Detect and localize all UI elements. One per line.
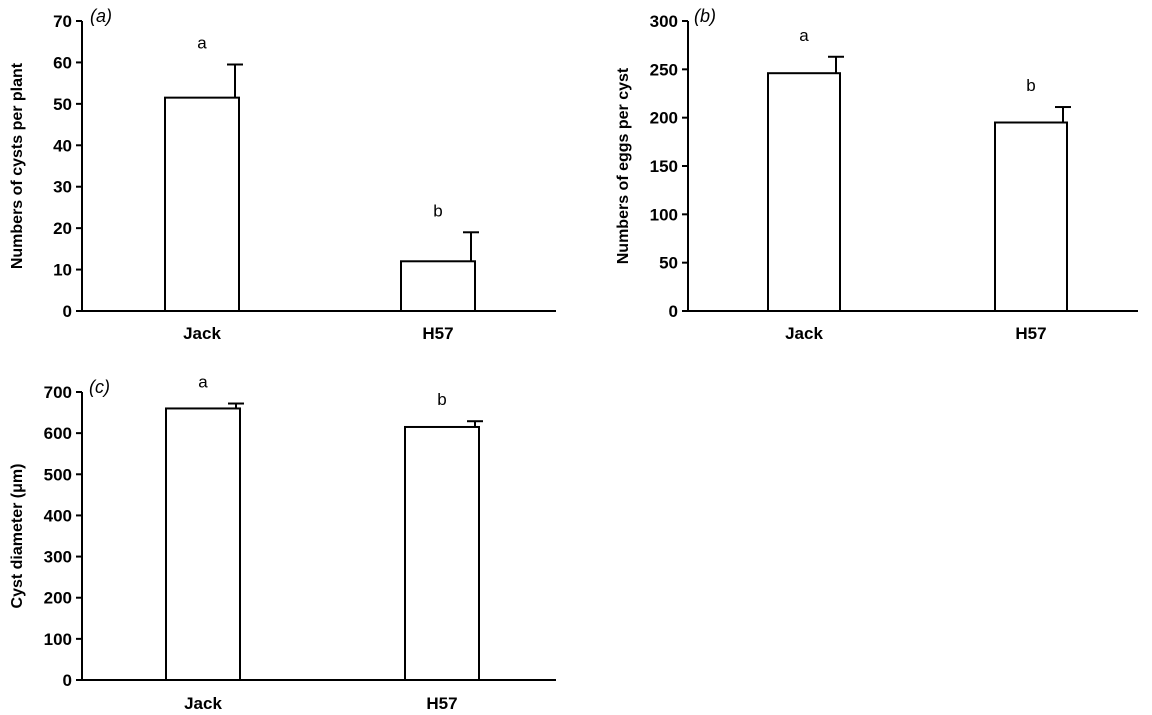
chart-b-svg: 0 50 100 150 200 250 300 Numbers of eggs per cy… — [615, 6, 1138, 343]
y-tick-label: 100 — [650, 205, 678, 224]
y-tick-label: 200 — [44, 589, 72, 608]
bar-h57 — [994, 121, 1068, 312]
y-tick-label: 700 — [44, 383, 72, 402]
x-tick-label: H57 — [422, 324, 453, 343]
y-tick-label: 70 — [53, 12, 72, 31]
x-tick-label: Jack — [785, 324, 823, 343]
y-tick-label: 300 — [650, 12, 678, 31]
panel-label: (a) — [90, 6, 112, 26]
y-axis-label: Numbers of eggs per cyst — [615, 67, 632, 264]
y-tick-label: 250 — [650, 60, 678, 79]
significance-letter: b — [433, 201, 442, 220]
panel-label: (b) — [694, 6, 716, 26]
y-tick-label: 100 — [44, 630, 72, 649]
x-tick-label: H57 — [426, 694, 457, 713]
y-tick-label: 0 — [669, 302, 678, 321]
y-tick-label: 300 — [44, 548, 72, 567]
y-tick-label: 600 — [44, 424, 72, 443]
significance-letter: a — [198, 373, 208, 392]
x-tick-label: Jack — [184, 694, 222, 713]
y-tick-label: 500 — [44, 465, 72, 484]
x-tick-label: Jack — [183, 324, 221, 343]
chart-panel-a: 0 10 20 30 40 50 60 70 Numbers of cysts per plan… — [0, 0, 576, 350]
bar-jack — [165, 407, 241, 681]
chart-c-svg: 0 100 200 300 400 500 600 700 Cyst diameter (μm)… — [9, 373, 556, 713]
significance-letter: b — [437, 390, 446, 409]
chart-panel-b: 0 50 100 150 200 250 300 Numbers of eggs per cy… — [576, 0, 1152, 350]
y-axis-label: Numbers of cysts per plant — [9, 62, 26, 269]
y-axis-label: Cyst diameter (μm) — [9, 464, 26, 609]
bar-h57 — [404, 425, 480, 681]
y-tick-label: 20 — [53, 219, 72, 238]
bar-jack — [767, 72, 841, 312]
y-tick-label: 60 — [53, 53, 72, 72]
y-tick-label: 40 — [53, 136, 72, 155]
chart-panel-c: 0 100 200 300 400 500 600 700 Cyst diameter (μm)… — [0, 360, 576, 715]
y-tick-label: 10 — [53, 261, 72, 280]
y-tick-label: 150 — [650, 157, 678, 176]
y-tick-label: 400 — [44, 506, 72, 525]
y-tick-label: 50 — [53, 95, 72, 114]
bar-h57 — [400, 260, 476, 312]
bar-jack — [164, 96, 240, 313]
x-tick-label: H57 — [1015, 324, 1046, 343]
y-tick-label: 50 — [659, 254, 678, 273]
y-tick-label: 30 — [53, 178, 72, 197]
y-tick-label: 200 — [650, 109, 678, 128]
chart-a-svg: 0 10 20 30 40 50 60 70 Numbers of cysts per plan… — [9, 6, 556, 343]
y-tick-label: 0 — [63, 671, 72, 690]
y-tick-label: 0 — [63, 302, 72, 321]
panel-label: (c) — [89, 377, 110, 397]
significance-letter: a — [799, 26, 809, 45]
significance-letter: b — [1026, 76, 1035, 95]
significance-letter: a — [197, 34, 207, 53]
